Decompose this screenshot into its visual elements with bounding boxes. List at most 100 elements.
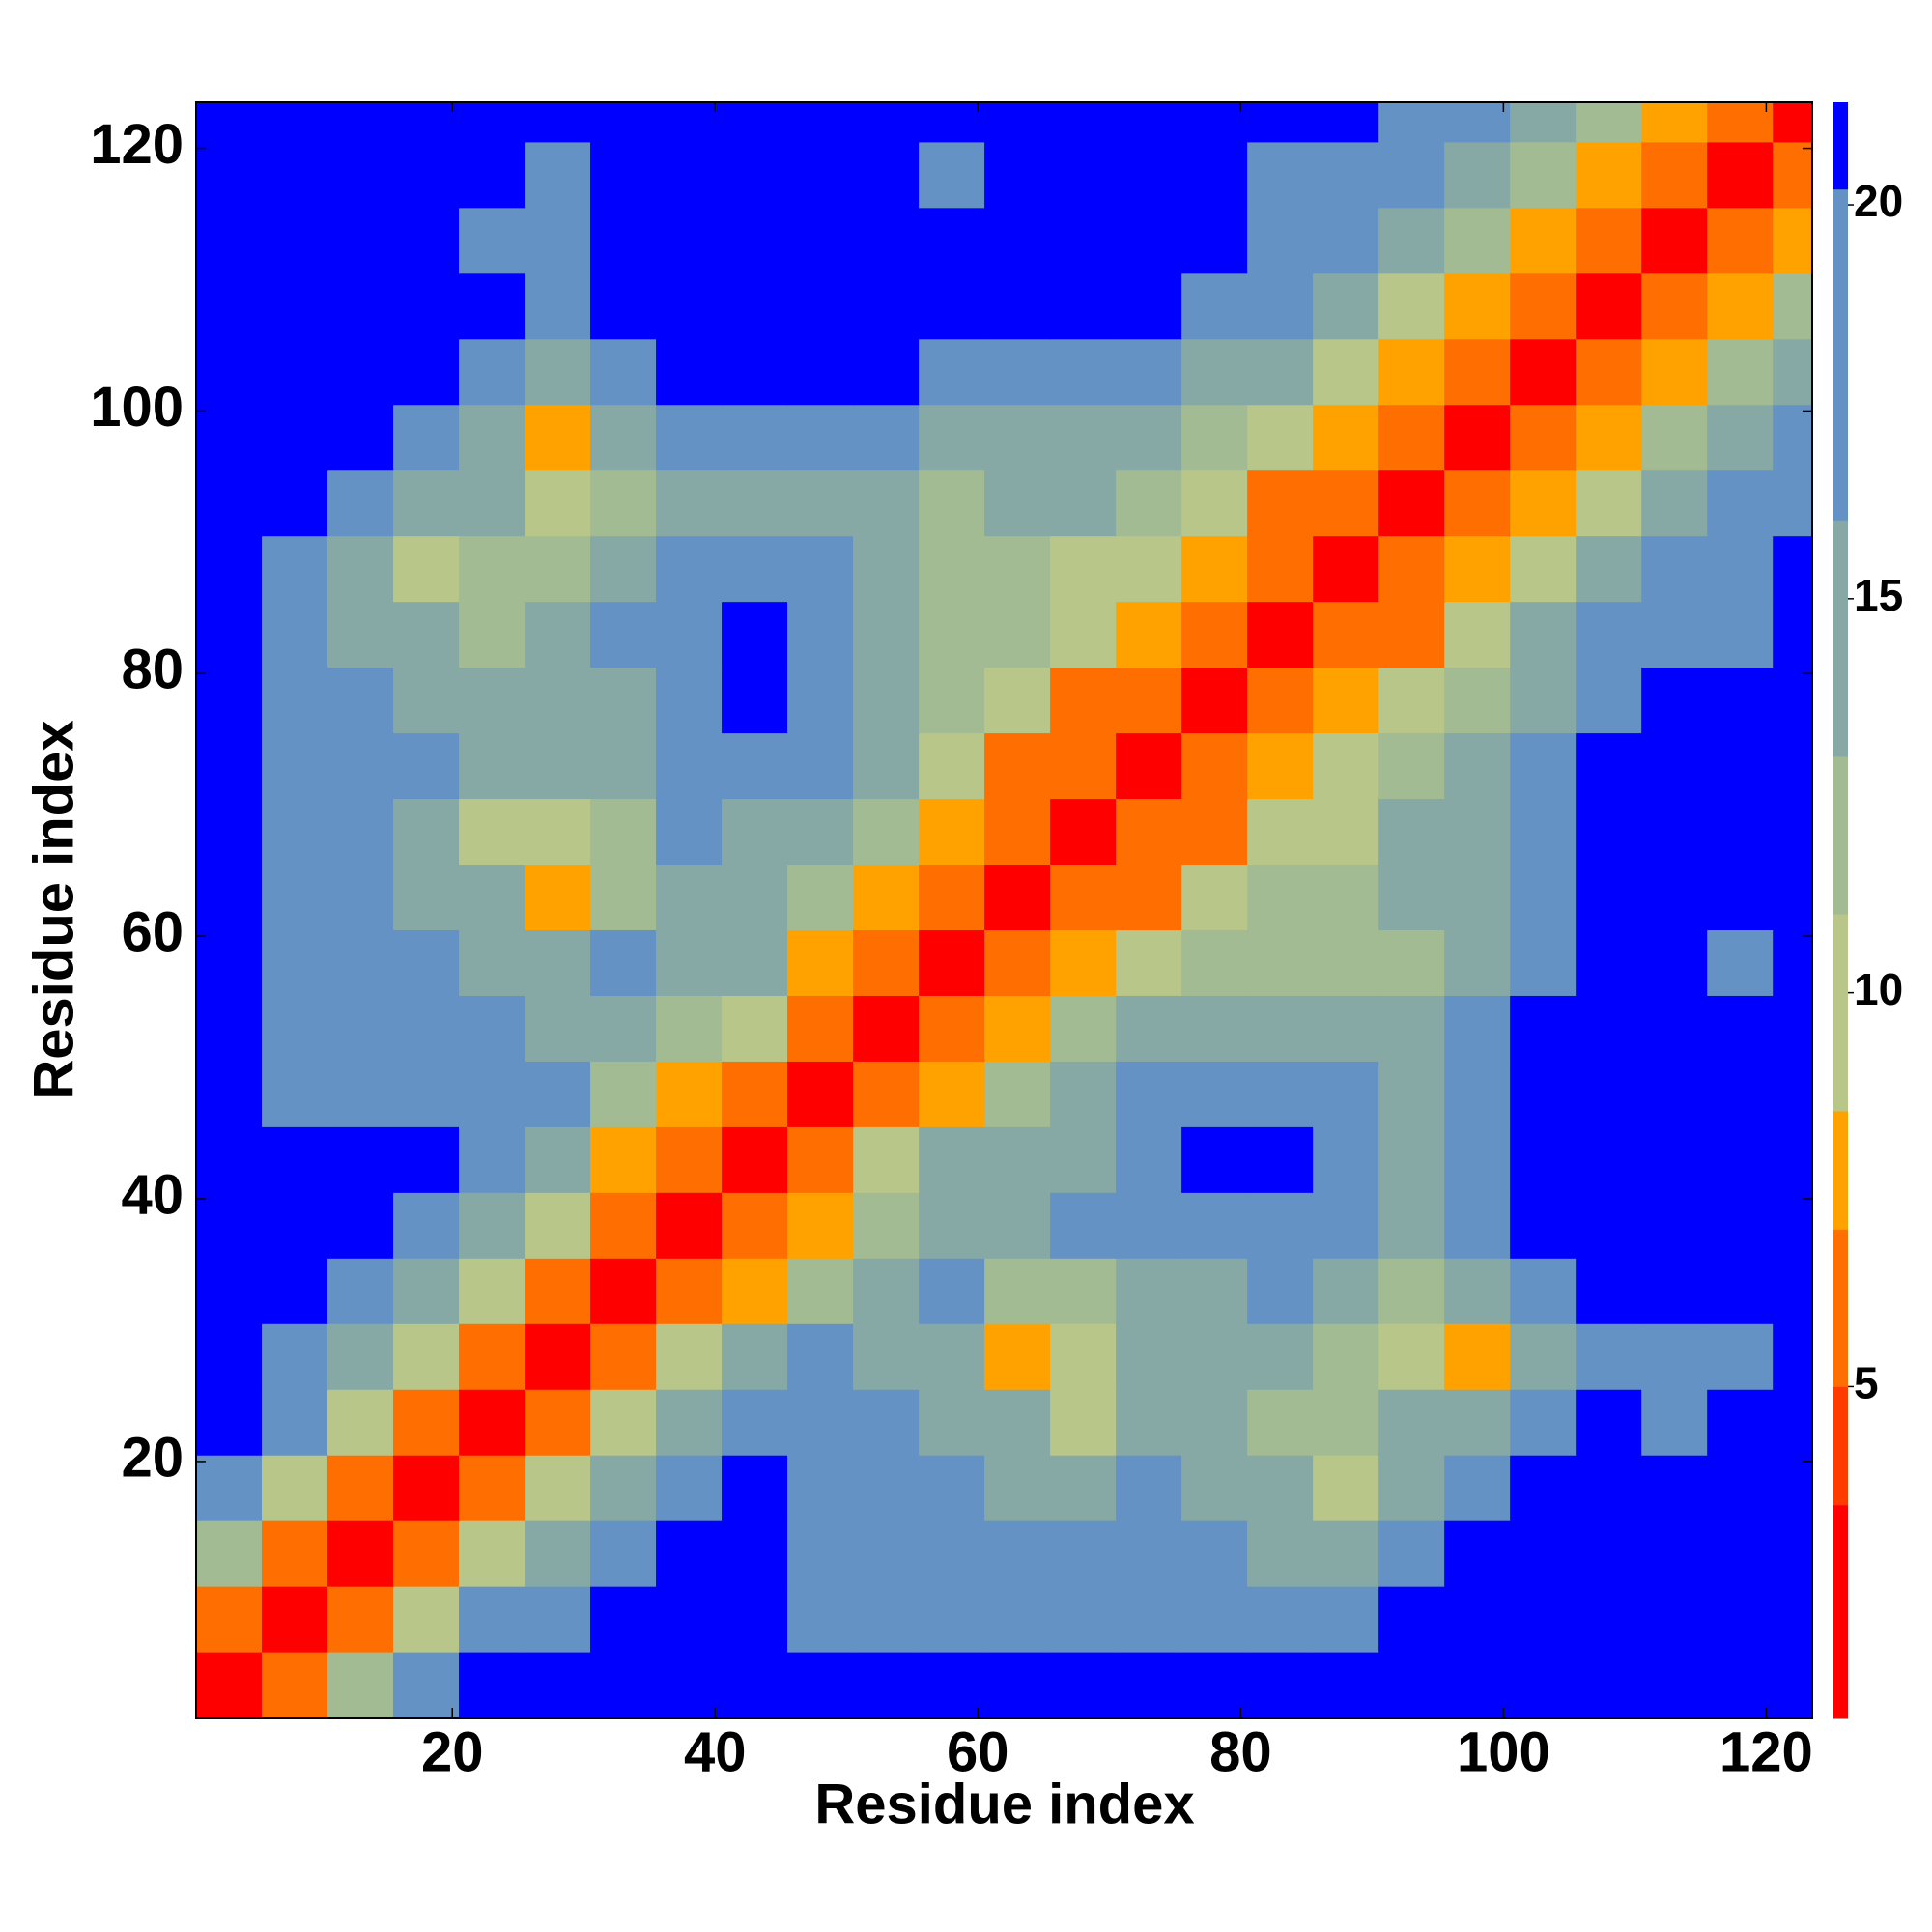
heatmap-cell bbox=[262, 864, 328, 930]
heatmap-cell bbox=[1576, 667, 1642, 734]
heatmap-cell bbox=[1181, 1455, 1248, 1521]
heatmap-cell bbox=[656, 1586, 723, 1653]
heatmap-cell bbox=[853, 1323, 920, 1390]
heatmap-cell bbox=[1313, 207, 1379, 274]
heatmap-cell bbox=[1773, 1520, 1813, 1587]
heatmap-cell bbox=[1707, 667, 1774, 734]
heatmap-cell bbox=[1313, 1586, 1379, 1653]
heatmap-cell bbox=[1181, 995, 1248, 1062]
heatmap-cell bbox=[327, 469, 394, 537]
heatmap-cell bbox=[1181, 469, 1248, 537]
heatmap-cell bbox=[525, 1126, 591, 1193]
heatmap-cell bbox=[1116, 1652, 1182, 1719]
heatmap-cell bbox=[1773, 864, 1813, 930]
heatmap-cell bbox=[459, 338, 526, 406]
heatmap-cell bbox=[262, 102, 328, 143]
heatmap-cell bbox=[853, 1061, 920, 1127]
heatmap-cell bbox=[1378, 667, 1445, 734]
heatmap-cell bbox=[1707, 1455, 1774, 1521]
heatmap-cell bbox=[1576, 1586, 1642, 1653]
heatmap-cell bbox=[1707, 102, 1774, 143]
heatmap-cell bbox=[196, 404, 263, 471]
heatmap-cell bbox=[656, 535, 723, 603]
x-tick-label: 80 bbox=[1209, 1720, 1272, 1783]
heatmap-cell bbox=[1181, 1192, 1248, 1259]
heatmap-cell bbox=[1773, 1323, 1813, 1390]
heatmap-cell bbox=[1247, 272, 1314, 340]
heatmap-cell bbox=[262, 1126, 328, 1193]
heatmap-cell bbox=[525, 1389, 591, 1456]
heatmap-cell bbox=[327, 601, 394, 668]
heatmap-cell bbox=[919, 272, 985, 340]
heatmap-cell bbox=[853, 864, 920, 930]
heatmap-cell bbox=[1707, 404, 1774, 471]
heatmap-cell bbox=[590, 1323, 657, 1390]
heatmap-cell bbox=[1576, 864, 1642, 930]
heatmap-cell bbox=[525, 404, 591, 471]
heatmap-cell bbox=[1050, 995, 1117, 1062]
heatmap-cell bbox=[1313, 995, 1379, 1062]
heatmap-cell bbox=[1247, 929, 1314, 996]
heatmap-cell bbox=[1707, 207, 1774, 274]
heatmap-cell bbox=[1313, 102, 1379, 143]
heatmap-cell bbox=[984, 1258, 1051, 1324]
heatmap-cell bbox=[853, 469, 920, 537]
heatmap-cell bbox=[393, 141, 460, 209]
heatmap-cell bbox=[459, 667, 526, 734]
heatmap-cell bbox=[1116, 1455, 1182, 1521]
heatmap-cell bbox=[722, 1061, 788, 1127]
heatmap-cell bbox=[1378, 469, 1445, 537]
heatmap-cell bbox=[1576, 1126, 1642, 1193]
heatmap-cell bbox=[919, 601, 985, 668]
heatmap-cell bbox=[656, 272, 723, 340]
heatmap-cell bbox=[1181, 207, 1248, 274]
heatmap-cell bbox=[459, 1389, 526, 1456]
heatmap-cell bbox=[1116, 798, 1182, 866]
heatmap-cell bbox=[919, 404, 985, 471]
colorbar-tick-label: 10 bbox=[1854, 964, 1903, 1014]
heatmap-cell bbox=[853, 1258, 920, 1324]
colorbar-band bbox=[1833, 520, 1848, 757]
heatmap-cell bbox=[1576, 1192, 1642, 1259]
heatmap-cell bbox=[1116, 1389, 1182, 1456]
heatmap-cell bbox=[525, 1258, 591, 1324]
heatmap-cell bbox=[1510, 995, 1577, 1062]
heatmap-cell bbox=[1050, 1389, 1117, 1456]
heatmap-cell bbox=[1050, 338, 1117, 406]
heatmap-cell bbox=[1773, 667, 1813, 734]
heatmap-cell bbox=[1181, 732, 1248, 800]
heatmap-cell bbox=[262, 1455, 328, 1521]
heatmap-cell bbox=[1313, 141, 1379, 209]
y-tick-label: 40 bbox=[121, 1163, 184, 1226]
heatmap-cell bbox=[984, 1192, 1051, 1259]
heatmap-cell bbox=[1116, 207, 1182, 274]
heatmap-cell bbox=[787, 1652, 854, 1719]
heatmap-cell bbox=[1378, 1061, 1445, 1127]
heatmap-cell bbox=[1181, 864, 1248, 930]
heatmap-cell bbox=[327, 995, 394, 1062]
heatmap-cells bbox=[196, 102, 1813, 1719]
heatmap-cell bbox=[590, 667, 657, 734]
heatmap-cell bbox=[1773, 1652, 1813, 1719]
heatmap-cell bbox=[722, 535, 788, 603]
heatmap-cell bbox=[1576, 1389, 1642, 1456]
heatmap-cell bbox=[525, 102, 591, 143]
heatmap-cell bbox=[1510, 667, 1577, 734]
x-tick-label: 40 bbox=[684, 1720, 747, 1783]
heatmap-cell bbox=[525, 1323, 591, 1390]
heatmap-cell bbox=[262, 141, 328, 209]
heatmap-cell bbox=[984, 601, 1051, 668]
heatmap-cell bbox=[1444, 141, 1511, 209]
heatmap-cell bbox=[1444, 667, 1511, 734]
heatmap-cell bbox=[1707, 1652, 1774, 1719]
heatmap-cell bbox=[1576, 272, 1642, 340]
heatmap-cell bbox=[919, 535, 985, 603]
heatmap-cell bbox=[1181, 1586, 1248, 1653]
heatmap-cell bbox=[722, 1323, 788, 1390]
heatmap-cell bbox=[1313, 798, 1379, 866]
heatmap-cell bbox=[1576, 535, 1642, 603]
heatmap-cell bbox=[1641, 667, 1708, 734]
heatmap-cell bbox=[196, 272, 263, 340]
heatmap-cell bbox=[1707, 141, 1774, 209]
heatmap-cell bbox=[722, 995, 788, 1062]
